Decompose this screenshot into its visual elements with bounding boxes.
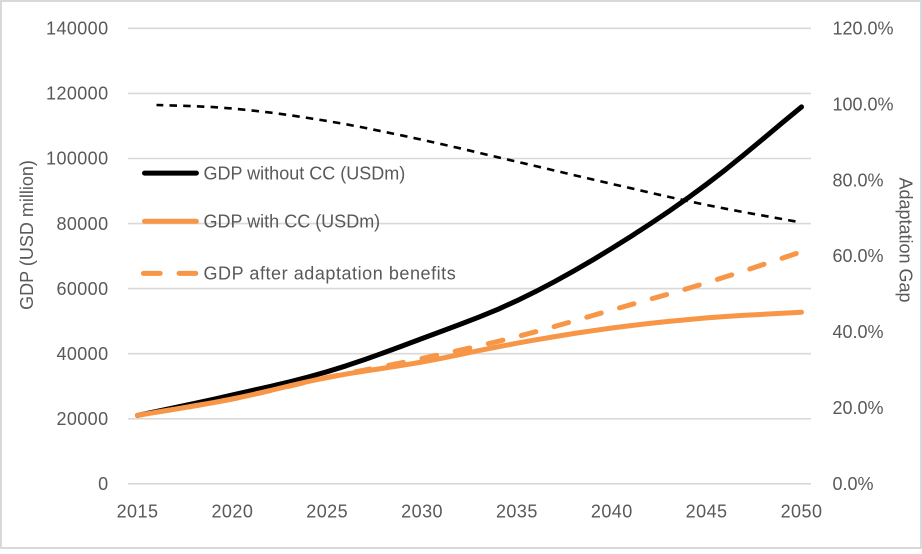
svg-text:100000: 100000 <box>46 149 108 169</box>
svg-text:60.0%: 60.0% <box>833 246 884 266</box>
svg-text:80000: 80000 <box>56 214 108 234</box>
svg-text:GDP after adaptation benefits: GDP after adaptation benefits <box>204 264 457 284</box>
svg-text:0.0%: 0.0% <box>833 474 874 494</box>
svg-text:GDP with CC (USDm): GDP with CC (USDm) <box>204 212 381 232</box>
svg-text:120.0%: 120.0% <box>833 19 894 39</box>
svg-text:60000: 60000 <box>56 279 108 299</box>
svg-text:2030: 2030 <box>401 502 443 522</box>
svg-text:2050: 2050 <box>781 502 823 522</box>
svg-text:100.0%: 100.0% <box>833 94 894 114</box>
svg-text:2015: 2015 <box>117 502 159 522</box>
svg-text:GDP without CC (USDm): GDP without CC (USDm) <box>204 163 406 183</box>
svg-text:2040: 2040 <box>591 502 633 522</box>
svg-text:80.0%: 80.0% <box>833 170 884 190</box>
svg-text:20.0%: 20.0% <box>833 398 884 418</box>
svg-text:2045: 2045 <box>686 502 728 522</box>
svg-text:GDP (USD million): GDP (USD million) <box>17 160 37 310</box>
svg-text:Adaptation Gap: Adaptation Gap <box>896 177 916 302</box>
svg-text:20000: 20000 <box>56 409 108 429</box>
svg-text:120000: 120000 <box>46 84 108 104</box>
svg-text:40000: 40000 <box>56 344 108 364</box>
svg-text:2035: 2035 <box>496 502 538 522</box>
svg-text:40.0%: 40.0% <box>833 322 884 342</box>
svg-text:2020: 2020 <box>211 502 253 522</box>
svg-text:2025: 2025 <box>306 502 348 522</box>
svg-text:140000: 140000 <box>46 19 108 39</box>
svg-text:0: 0 <box>98 474 108 494</box>
